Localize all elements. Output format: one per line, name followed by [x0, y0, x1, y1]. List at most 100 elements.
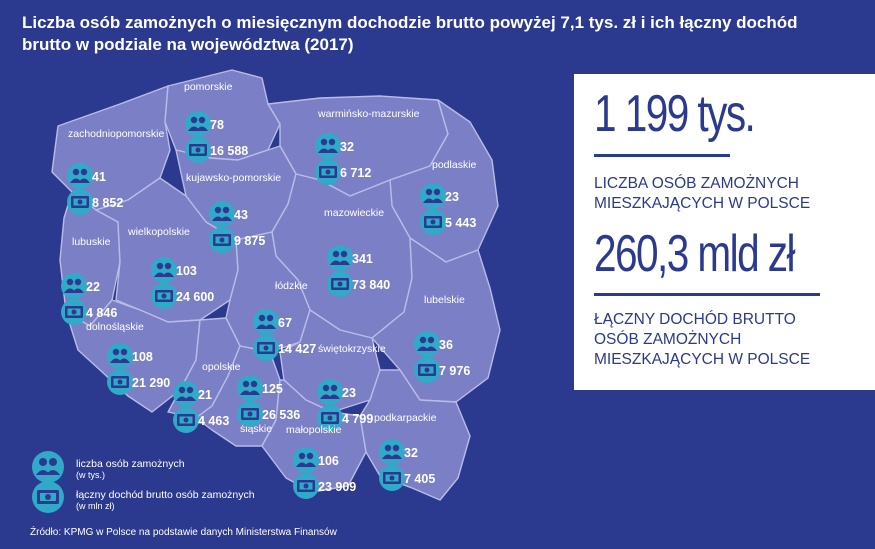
people-icon — [61, 273, 87, 299]
income-value: 7 976 — [439, 364, 470, 378]
voivodeship-name: dolnośląskie — [86, 321, 144, 333]
money-icon — [173, 407, 199, 433]
voivodeship-wielkopolskie: wielkopolskie 103 24 600 — [127, 226, 214, 309]
voivodeship-opolskie: opolskie 21 4 463 — [173, 361, 241, 433]
people-icon — [379, 439, 405, 465]
voivodeship-podkarpackie: podkarpackie 32 7 405 — [374, 412, 437, 491]
income-value: 9 875 — [234, 234, 265, 248]
income-value: 16 588 — [210, 144, 248, 158]
voivodeship-name: małopolskie — [286, 424, 342, 436]
people-value: 108 — [132, 350, 153, 364]
money-icon — [67, 189, 93, 215]
voivodeship-name: świętokrzyskie — [318, 343, 386, 355]
divider — [594, 293, 820, 296]
voivodeship-name: podlaskie — [432, 159, 477, 171]
legend-people: liczba osób zamożnych (w tys.) — [76, 458, 185, 480]
income-value: 26 536 — [262, 408, 300, 422]
income-value: 24 600 — [176, 290, 214, 304]
legend-people-unit: (w tys.) — [76, 470, 105, 480]
people-icon — [253, 309, 279, 335]
money-icon — [237, 401, 263, 427]
money-icon — [61, 299, 87, 325]
legend-income: łączny dochód brutto osób zamożnych (w m… — [76, 489, 255, 511]
people-value: 32 — [340, 140, 354, 154]
legend-money-icon — [32, 481, 64, 513]
map-labels: pomorskie 78 16 588 warmińsko-mazurskie 32 6 … — [61, 81, 477, 499]
voivodeship-lubelskie: lubelskie 36 7 976 — [414, 294, 470, 383]
money-icon — [420, 209, 446, 235]
source-note: Źródło: KPMG w Polsce na podstawie danyc… — [30, 527, 337, 538]
voivodeship-name: wielkopolskie — [127, 226, 190, 238]
total-people: 1 199 tys. — [594, 85, 756, 143]
income-value: 4 463 — [198, 414, 229, 428]
people-value: 106 — [318, 454, 339, 468]
legend-people-label: liczba osób zamożnych — [76, 458, 185, 470]
money-icon — [185, 137, 211, 163]
income-value: 4 846 — [86, 306, 117, 320]
divider — [594, 154, 730, 157]
money-icon — [315, 159, 341, 185]
money-icon — [327, 271, 353, 297]
people-value: 67 — [278, 316, 292, 330]
income-value: 5 443 — [445, 216, 476, 230]
voivodeship-name: mazowieckie — [324, 207, 384, 219]
voivodeship-mazowieckie: mazowieckie 341 73 840 — [324, 207, 390, 297]
money-icon — [414, 357, 440, 383]
people-value: 341 — [352, 252, 373, 266]
people-icon — [293, 447, 319, 473]
summary-panel: 1 199 tys. LICZBA OSÓB ZAMOŻNYCH MIESZKA… — [574, 74, 875, 390]
income-value: 6 712 — [340, 166, 371, 180]
money-icon — [253, 335, 279, 361]
income-value: 8 852 — [92, 196, 123, 210]
people-icon — [151, 257, 177, 283]
voivodeship-warminsko-mazurskie: warmińsko-mazurskie 32 6 712 — [315, 108, 420, 185]
people-icon — [414, 331, 440, 357]
voivodeship-name: pomorskie — [184, 81, 233, 93]
total-income-label: ŁĄCZNY DOCHÓD BRUTTO OSÓB ZAMOŻNYCH MIES… — [594, 311, 811, 368]
voivodeship-malopolskie: małopolskie 106 23 909 — [286, 424, 356, 499]
people-icon — [327, 245, 353, 271]
people-value: 43 — [234, 208, 248, 222]
money-icon — [293, 473, 319, 499]
people-value: 32 — [404, 446, 418, 460]
voivodeship-name: opolskie — [202, 361, 241, 373]
income-value: 23 909 — [318, 480, 356, 494]
people-icon — [317, 379, 343, 405]
voivodeship-name: lubelskie — [424, 294, 465, 306]
income-value: 14 427 — [278, 342, 316, 356]
people-icon — [315, 133, 341, 159]
people-icon — [107, 343, 133, 369]
people-value: 103 — [176, 264, 197, 278]
money-icon — [151, 283, 177, 309]
total-income: 260,3 mld zł — [594, 225, 796, 283]
voivodeship-name: podkarpackie — [374, 412, 437, 424]
legend-people-icon — [32, 451, 64, 483]
people-icon — [237, 375, 263, 401]
people-value: 23 — [342, 386, 356, 400]
voivodeship-name: lubuskie — [72, 236, 111, 248]
voivodeship-dolnoslaskie: dolnośląskie 108 21 290 — [86, 321, 170, 395]
money-icon — [209, 227, 235, 253]
income-value: 7 405 — [404, 472, 435, 486]
voivodeship-name: kujawsko-pomorskie — [186, 172, 281, 184]
people-value: 21 — [198, 388, 212, 402]
money-icon — [317, 405, 343, 431]
people-value: 22 — [86, 280, 100, 294]
people-icon — [173, 381, 199, 407]
voivodeship-lubuskie: lubuskie 22 4 846 — [61, 236, 117, 325]
people-icon — [67, 163, 93, 189]
voivodeship-podlaskie: podlaskie 23 5 443 — [420, 159, 477, 235]
region-lodzkie[interactable] — [225, 231, 311, 353]
total-people-label: LICZBA OSÓB ZAMOŻNYCH MIESZKAJĄCYCH W PO… — [594, 175, 811, 212]
income-value: 4 799 — [342, 412, 373, 426]
legend-icons — [32, 451, 64, 513]
legend-income-unit: (w mln zł) — [76, 501, 115, 511]
voivodeship-swietokrzyskie: świętokrzyskie 23 4 799 — [317, 343, 386, 431]
page-title: Liczba osób zamożnych o miesięcznym doch… — [22, 13, 798, 54]
people-value: 78 — [210, 118, 224, 132]
people-value: 23 — [445, 190, 459, 204]
money-icon — [107, 369, 133, 395]
voivodeship-name: łódzkie — [275, 280, 308, 292]
voivodeship-zachodniopomorskie: zachodniopomorskie 41 8 852 — [67, 128, 164, 215]
